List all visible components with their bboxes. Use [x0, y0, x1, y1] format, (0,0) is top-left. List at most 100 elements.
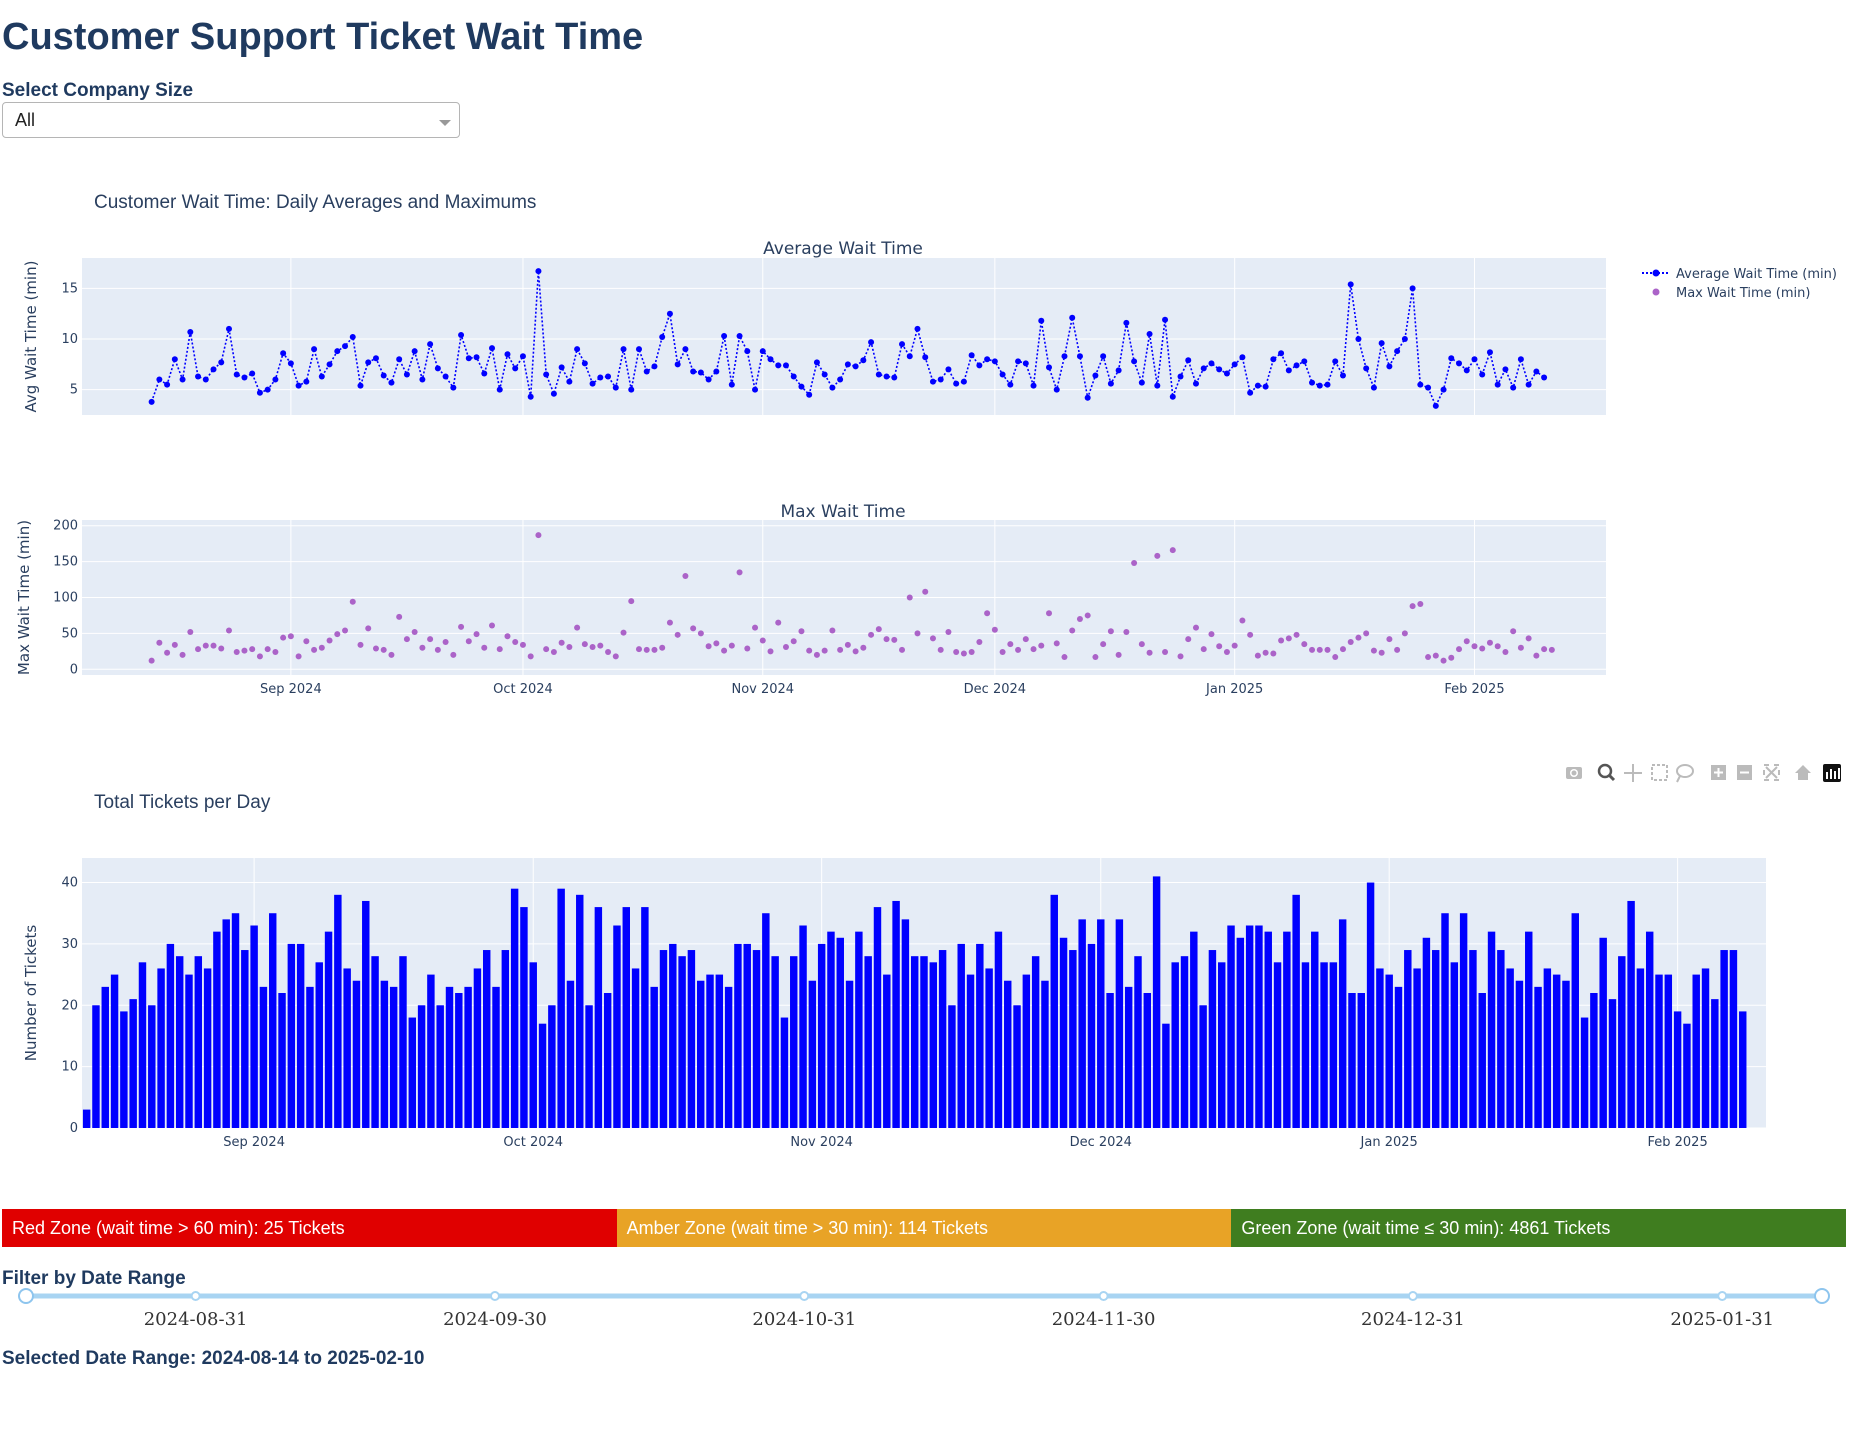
max-point: [860, 644, 867, 651]
avg-point: [1185, 357, 1192, 364]
legend-item-max[interactable]: Max Wait Time (min): [1676, 286, 1810, 301]
avg-point: [403, 371, 410, 378]
ticket-bar: [269, 913, 277, 1128]
max-point: [612, 653, 619, 660]
avg-point: [806, 391, 813, 398]
ticket-bar: [1478, 993, 1486, 1128]
ticket-bar: [436, 1005, 444, 1128]
ticket-bar: [687, 950, 696, 1128]
ticket-bar: [1627, 900, 1635, 1128]
max-point: [960, 650, 967, 657]
avg-point: [473, 354, 480, 361]
avg-point: [1347, 281, 1354, 288]
slider-mark-dot: [1098, 1291, 1109, 1301]
home-icon[interactable]: [1795, 765, 1811, 780]
avg-point: [465, 355, 472, 362]
max-point: [1038, 642, 1045, 649]
max-point: [264, 646, 271, 653]
max-point: [396, 613, 403, 620]
pan-icon[interactable]: [1624, 764, 1642, 782]
plot-background: [82, 258, 1606, 415]
autoscale-icon[interactable]: [1763, 764, 1780, 781]
max-point: [171, 641, 178, 648]
legend[interactable]: Average Wait Time (min) Max Wait Time (m…: [1642, 267, 1837, 301]
max-point: [1471, 643, 1478, 650]
avg-point: [1030, 382, 1037, 389]
max-point: [1084, 612, 1091, 619]
company-size-value: All: [15, 110, 36, 130]
box-select-icon[interactable]: [1651, 764, 1668, 781]
plotly-logo-icon[interactable]: [1823, 764, 1841, 782]
ticket-bar: [1487, 931, 1496, 1128]
x-tick-label: Jan 2025: [1205, 682, 1263, 697]
ticket-bar: [1236, 937, 1245, 1128]
ticket-bar: [1069, 950, 1077, 1128]
max-point: [1541, 646, 1548, 653]
max-point: [1200, 646, 1207, 653]
date-range-slider[interactable]: 2024-08-31 2024-09-30 2024-10-31 2024-11-30…: [0, 1282, 1852, 1338]
ticket-bar: [985, 968, 993, 1128]
max-point: [519, 641, 526, 648]
avg-point: [1247, 389, 1254, 396]
ticket-bar: [1171, 962, 1179, 1128]
avg-point: [690, 368, 697, 375]
max-point: [1363, 630, 1370, 637]
max-point: [574, 624, 581, 631]
avg-point: [790, 373, 797, 380]
slider-handle-start[interactable]: [18, 1288, 34, 1304]
max-point: [1076, 616, 1083, 623]
slider-mark-label: 2024-08-31: [144, 1309, 248, 1330]
max-point: [1262, 649, 1269, 656]
avg-point: [1309, 379, 1316, 386]
avg-point: [1216, 366, 1223, 373]
ticket-bar: [1134, 956, 1142, 1128]
chevron-down-icon[interactable]: [439, 120, 451, 126]
max-point: [1355, 634, 1362, 641]
max-point: [891, 636, 898, 643]
ticket-bar: [455, 993, 463, 1128]
zoom-in-icon[interactable]: [1711, 765, 1726, 780]
ticket-bar: [408, 1017, 417, 1128]
ticket-bar: [296, 943, 305, 1128]
avg-point: [1394, 348, 1401, 355]
max-point: [829, 627, 836, 634]
max-point: [195, 646, 202, 653]
avg-point: [1115, 367, 1122, 374]
ticket-bar: [762, 913, 770, 1128]
max-point: [403, 636, 410, 643]
avg-point: [1401, 336, 1408, 343]
lasso-select-icon[interactable]: [1676, 764, 1694, 783]
avg-point: [697, 369, 704, 376]
max-point: [566, 644, 573, 651]
max-point: [342, 627, 349, 634]
x-tick-label: Feb 2025: [1647, 1135, 1707, 1150]
max-point: [899, 646, 906, 653]
avg-point: [1432, 402, 1439, 409]
max-point: [1107, 628, 1114, 635]
max-point: [821, 647, 828, 654]
max-point: [1046, 610, 1053, 617]
avg-point: [566, 378, 573, 385]
zoom-out-icon[interactable]: [1737, 765, 1752, 780]
max-point: [721, 647, 728, 654]
max-point: [628, 598, 635, 605]
ticket-bar: [185, 974, 193, 1128]
avg-point: [1076, 353, 1083, 360]
avg-point: [1022, 360, 1029, 367]
ticket-bar: [445, 986, 454, 1128]
avg-point: [829, 384, 836, 391]
avg-point: [798, 383, 805, 390]
max-point: [674, 631, 681, 638]
ticket-bar: [994, 931, 1003, 1128]
slider-handle-end[interactable]: [1814, 1288, 1830, 1304]
company-size-dropdown[interactable]: All: [2, 102, 460, 138]
max-point: [1370, 647, 1377, 654]
ticket-bar: [427, 974, 435, 1128]
zoom-icon[interactable]: [1597, 763, 1616, 782]
legend-item-avg[interactable]: Average Wait Time (min): [1676, 267, 1837, 282]
camera-icon[interactable]: [1566, 767, 1582, 779]
max-point: [775, 619, 782, 626]
max-point: [334, 631, 341, 638]
selected-date-range: Selected Date Range: 2024-08-14 to 2025-…: [2, 1348, 425, 1369]
max-point: [1309, 646, 1316, 653]
